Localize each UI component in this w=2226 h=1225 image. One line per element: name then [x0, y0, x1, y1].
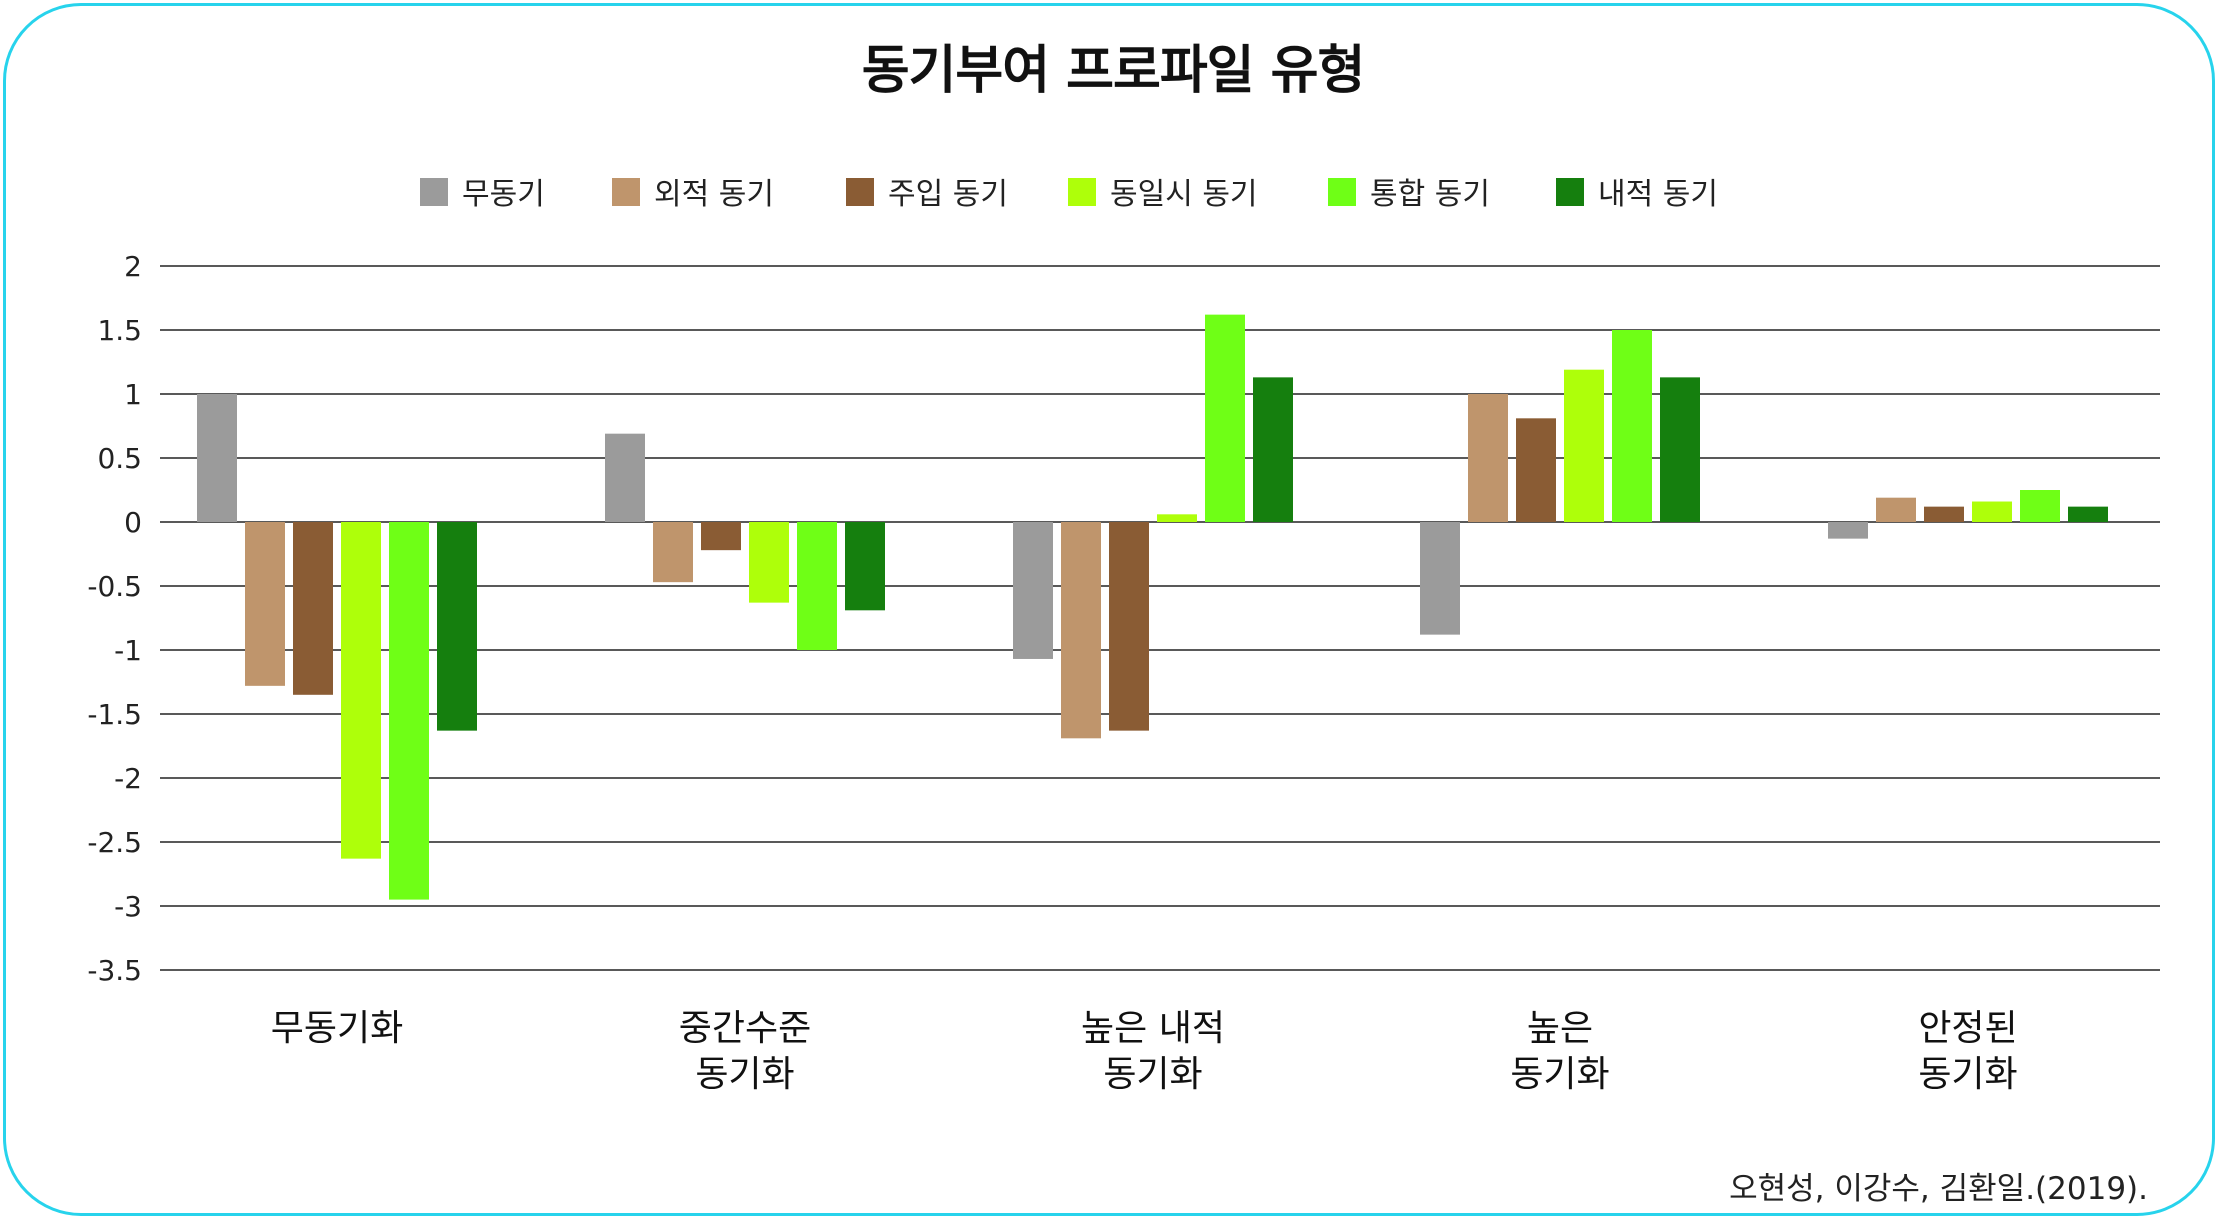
legend-swatch	[846, 178, 874, 206]
legend-label: 무동기	[462, 177, 545, 212]
bar	[1205, 314, 1245, 522]
y-tick-label: -3.5	[87, 954, 142, 987]
bar	[389, 522, 429, 900]
y-tick-label: 1.5	[97, 314, 142, 347]
category-label-line: 안정된	[1918, 1008, 2017, 1049]
legend-label: 통합 동기	[1370, 177, 1490, 212]
bar	[845, 522, 885, 611]
legend-swatch	[1556, 178, 1584, 206]
bar	[1660, 377, 1700, 522]
bar	[749, 522, 789, 603]
legend-label: 외적 동기	[654, 177, 774, 212]
legend-item: 주입 동기	[846, 177, 1008, 212]
legend-label: 동일시 동기	[1110, 177, 1258, 212]
y-axis-ticks: 2 1.5 1 0.5 0 -0.5 -1 -1.5 -2 -2.5 -3 -3.5	[87, 250, 142, 987]
y-tick-label: -0.5	[87, 570, 142, 603]
category-label-line: 동기화	[695, 1054, 794, 1095]
bar	[293, 522, 333, 695]
y-tick-label: 1	[124, 378, 142, 411]
bar	[197, 394, 237, 522]
category-label-line: 중간수준	[679, 1008, 811, 1049]
bar	[1109, 522, 1149, 731]
legend-item: 무동기	[420, 177, 545, 212]
bar	[1013, 522, 1053, 659]
legend-item: 외적 동기	[612, 177, 774, 212]
legend-label: 주입 동기	[888, 177, 1008, 212]
legend-swatch	[1328, 178, 1356, 206]
source-citation: 오현성, 이강수, 김환일.(2019).	[1729, 1171, 2148, 1207]
y-tick-label: 0	[124, 506, 142, 539]
bar	[1924, 506, 1964, 522]
bar	[653, 522, 693, 583]
y-tick-label: -3	[114, 890, 142, 923]
bar	[1157, 514, 1197, 522]
bar	[701, 522, 741, 551]
bar	[1468, 394, 1508, 522]
bar	[605, 433, 645, 522]
legend-swatch	[420, 178, 448, 206]
bars	[197, 314, 2108, 900]
legend-label: 내적 동기	[1598, 177, 1718, 212]
y-tick-label: -2.5	[87, 826, 142, 859]
category-label-line: 동기화	[1918, 1054, 2017, 1095]
category-label-line: 높은 내적	[1081, 1008, 1225, 1049]
legend-swatch	[1068, 178, 1096, 206]
y-tick-label: -1.5	[87, 698, 142, 731]
bar	[1253, 377, 1293, 522]
bar	[1612, 330, 1652, 522]
bar	[341, 522, 381, 859]
legend-swatch	[612, 178, 640, 206]
category-label: 무동기화	[271, 1008, 403, 1049]
y-tick-label: -1	[114, 634, 142, 667]
bar	[1516, 418, 1556, 522]
category-label-line: 높은	[1527, 1008, 1593, 1049]
chart-frame	[3, 3, 2215, 1216]
y-tick-label: -2	[114, 762, 142, 795]
bar	[797, 522, 837, 650]
bar	[1564, 369, 1604, 522]
category-label-line: 동기화	[1510, 1054, 1609, 1095]
category-label-line: 무동기화	[271, 1008, 403, 1049]
y-tick-label: 2	[124, 250, 142, 283]
bar	[437, 522, 477, 731]
bar	[1876, 497, 1916, 522]
legend-item: 동일시 동기	[1068, 177, 1258, 212]
gridlines	[160, 265, 2160, 971]
chart-title: 동기부여 프로파일 유형	[861, 41, 1366, 101]
category-label-line: 동기화	[1103, 1054, 1202, 1095]
bar	[2020, 490, 2060, 522]
legend-item: 통합 동기	[1328, 177, 1490, 212]
bar	[245, 522, 285, 686]
legend-item: 내적 동기	[1556, 177, 1718, 212]
bar	[1420, 522, 1460, 635]
bar	[1061, 522, 1101, 739]
y-tick-label: 0.5	[97, 442, 142, 475]
bar	[1972, 501, 2012, 522]
bar	[2068, 506, 2108, 522]
legend: 무동기 외적 동기 주입 동기 동일시 동기 통합 동기 내적 동기	[420, 177, 1718, 212]
bar	[1828, 522, 1868, 539]
